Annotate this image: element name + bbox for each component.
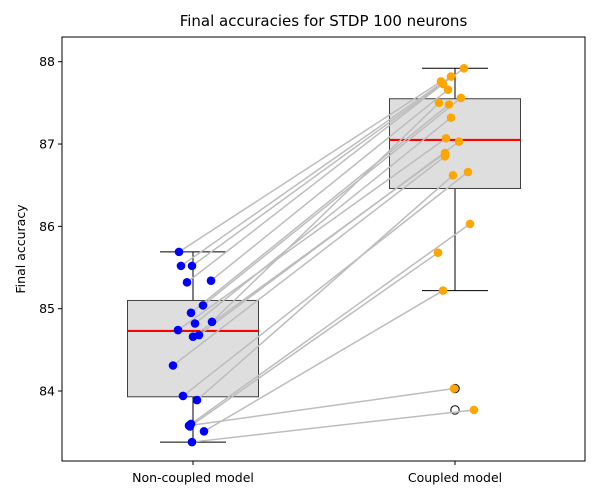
y-tick-label: 87	[39, 137, 55, 152]
point-coupled	[463, 167, 473, 177]
pair-line	[211, 102, 440, 323]
pair-line	[188, 387, 455, 427]
point-non-coupled	[168, 361, 178, 370]
y-tick-label: 88	[39, 54, 55, 69]
point-coupled	[433, 248, 443, 258]
point-coupled	[446, 72, 456, 81]
point-coupled	[465, 219, 475, 229]
point-coupled	[438, 286, 448, 295]
x-tick-label: Coupled model	[408, 470, 502, 485]
outlier-marker	[450, 405, 460, 415]
pair-line	[180, 75, 452, 267]
point-coupled	[443, 85, 453, 94]
pair-line	[202, 97, 462, 306]
pair-line	[191, 409, 475, 443]
point-non-coupled	[192, 395, 202, 405]
x-tick-label: Non-coupled model	[132, 470, 254, 485]
plot-area: 84 85 86 87 88 Non-coupled model Coupled model	[39, 36, 586, 485]
y-axis-label: Final accuracy	[13, 204, 28, 294]
pair-line	[210, 89, 449, 282]
point-coupled	[456, 93, 466, 103]
pair-line	[194, 117, 452, 325]
point-non-coupled	[176, 261, 186, 271]
pair-line	[189, 252, 439, 428]
pair-line	[203, 289, 444, 433]
point-coupled	[434, 98, 444, 108]
point-non-coupled	[207, 317, 217, 327]
chart-title: Final accuracies for STDP 100 neurons	[180, 12, 468, 30]
pair-line	[192, 152, 446, 338]
ylabel-group: Final accuracy	[13, 204, 28, 294]
point-coupled	[438, 79, 448, 89]
point-non-coupled	[188, 332, 198, 341]
point-non-coupled	[199, 427, 209, 436]
point-non-coupled	[186, 308, 196, 318]
point-coupled	[449, 384, 459, 393]
point-coupled	[469, 405, 479, 415]
y-tick-label: 85	[39, 301, 55, 316]
pair-line	[178, 80, 442, 253]
point-non-coupled	[187, 437, 197, 447]
point-non-coupled	[206, 276, 216, 285]
point-coupled	[454, 137, 464, 146]
point-coupled	[448, 171, 458, 180]
pair-line	[190, 103, 450, 314]
axes-frame	[61, 36, 586, 462]
point-coupled	[459, 63, 469, 73]
point-non-coupled	[198, 301, 208, 310]
pair-line	[182, 171, 469, 397]
point-non-coupled	[190, 319, 200, 328]
pair-line	[172, 155, 446, 367]
point-coupled	[444, 100, 454, 109]
point-non-coupled	[187, 261, 197, 271]
point-non-coupled	[184, 421, 194, 430]
pair-line	[177, 137, 447, 331]
pair-line	[190, 223, 471, 425]
point-coupled	[446, 113, 456, 122]
point-non-coupled	[174, 247, 184, 257]
pair-line	[196, 174, 454, 401]
point-non-coupled	[182, 278, 192, 287]
y-tick-label: 84	[39, 384, 55, 399]
pair-line	[186, 83, 444, 283]
point-non-coupled	[178, 391, 188, 401]
point-non-coupled	[173, 325, 183, 335]
point-coupled	[441, 133, 451, 143]
y-tick-label: 86	[39, 219, 55, 234]
pair-line	[191, 67, 465, 267]
point-coupled	[440, 152, 450, 161]
